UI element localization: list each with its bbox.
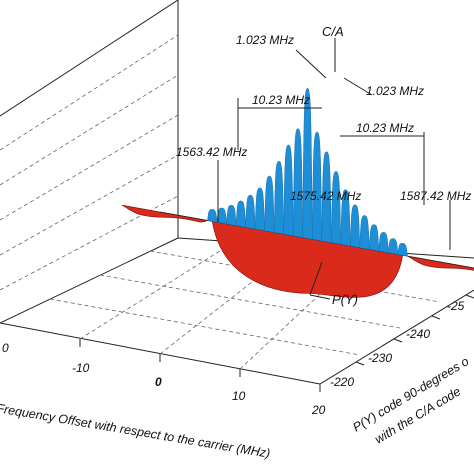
z-tick-label: -25	[447, 299, 465, 313]
ca-lobe	[378, 232, 389, 254]
py-span-right-label: 10.23 MHz	[356, 121, 414, 135]
z-tick-mark	[355, 361, 365, 366]
ca-lobe	[264, 175, 275, 233]
x-axis-title: Frequency Offset with respect to the car…	[0, 401, 271, 461]
back-grid-line	[0, 195, 179, 291]
z-axis-ticks	[355, 294, 474, 366]
z-tick-label: -230	[368, 351, 392, 365]
ca-series	[207, 88, 408, 257]
ca-lobe	[292, 128, 303, 238]
freq-high-label: 1587.42 MHz	[400, 189, 471, 203]
z-tick-label: -220	[330, 375, 354, 389]
py-lobe	[407, 255, 474, 271]
back-grid-line	[0, 34, 179, 151]
py-lobe	[211, 220, 404, 298]
ca-lobe	[321, 151, 332, 243]
z-tick-mark	[431, 315, 441, 320]
ca-lobe	[245, 194, 256, 230]
x-tick-label: -10	[72, 361, 90, 375]
z-tick-mark	[393, 338, 403, 343]
x-tick-label: 0	[155, 375, 162, 389]
ca-span-left-label: 1.023 MHz	[236, 33, 294, 47]
ca-lobe	[226, 204, 237, 226]
freq-center-label: 1575.42 MHz	[290, 189, 361, 203]
ca-lobe	[350, 204, 361, 248]
ca-lobe	[254, 187, 265, 231]
x-tick-label-partial: 0	[2, 341, 9, 355]
ca-lobe	[283, 144, 294, 237]
ca-lobe	[302, 88, 313, 240]
ca-lobe	[311, 131, 323, 242]
py-label-leader	[309, 261, 323, 296]
back-grid-line	[0, 114, 179, 221]
ca-lobe	[216, 207, 227, 225]
floor-grid-line	[49, 298, 361, 356]
z-tick-mark	[465, 294, 474, 299]
ca-span-right-line	[343, 77, 373, 96]
floor-left-edge	[0, 237, 179, 324]
back-grid-line	[0, 74, 179, 186]
ca-lobe	[273, 160, 284, 235]
py-lobe	[121, 204, 209, 223]
back-grid-line	[0, 154, 179, 256]
py-span-left-label: 10.23 MHz	[252, 93, 310, 107]
ca-lobe	[359, 215, 370, 250]
py-label-leader	[309, 294, 331, 300]
ca-lobe	[369, 224, 380, 252]
ca-lobe	[331, 171, 342, 245]
ca-label: C/A	[322, 24, 344, 39]
x-tick-label: 20	[311, 403, 326, 417]
ca-span-right-label: 1.023 MHz	[366, 84, 424, 98]
floor-right-edge	[319, 289, 474, 385]
x-tick-label: 10	[232, 389, 246, 403]
floor-grid-line	[159, 245, 299, 355]
back-wall-top-edge	[0, 0, 179, 117]
annotation-lines	[217, 38, 451, 300]
ca-span-left-line	[295, 49, 327, 79]
ca-lobe	[397, 243, 408, 257]
ca-lobe	[340, 189, 351, 247]
ca-lobe	[207, 209, 218, 223]
z-tick-label: -240	[406, 327, 430, 341]
x-axis-ticks	[79, 339, 321, 392]
freq-low-label: 1563.42 MHz	[176, 145, 247, 159]
py-label: P(Y)	[332, 292, 358, 307]
floor-grid-line	[79, 241, 235, 340]
ca-lobe	[388, 238, 399, 255]
floor-grid-line	[99, 274, 401, 329]
ca-lobe	[235, 200, 246, 228]
py-series	[121, 204, 474, 298]
